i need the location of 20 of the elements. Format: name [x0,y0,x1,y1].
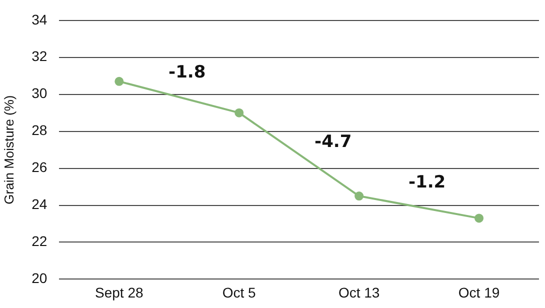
y-tick-label: 28 [32,122,48,138]
y-tick-label: 24 [32,196,48,212]
point [474,214,484,223]
point [114,76,124,86]
x-tick-label: Oct 19 [458,284,500,300]
x-tick-label: Sept 28 [95,284,144,300]
annotation: -1.8 [168,62,206,83]
point [234,108,244,118]
y-tick-label: 26 [32,159,48,176]
y-axis-title: Grain Moisture (%) [1,95,16,204]
x-tick-label: Oct 13 [338,284,380,300]
y-tick-label: 22 [32,233,48,250]
y-tick-label: 30 [32,85,48,102]
annotation: -4.7 [314,132,352,152]
y-tick-label: 32 [32,48,48,64]
annotation: -1.2 [408,172,446,193]
y-tick-label: 20 [32,270,48,286]
x-tick-label: Oct 5 [222,284,256,300]
point [354,192,364,201]
y-tick-label: 34 [32,11,48,28]
